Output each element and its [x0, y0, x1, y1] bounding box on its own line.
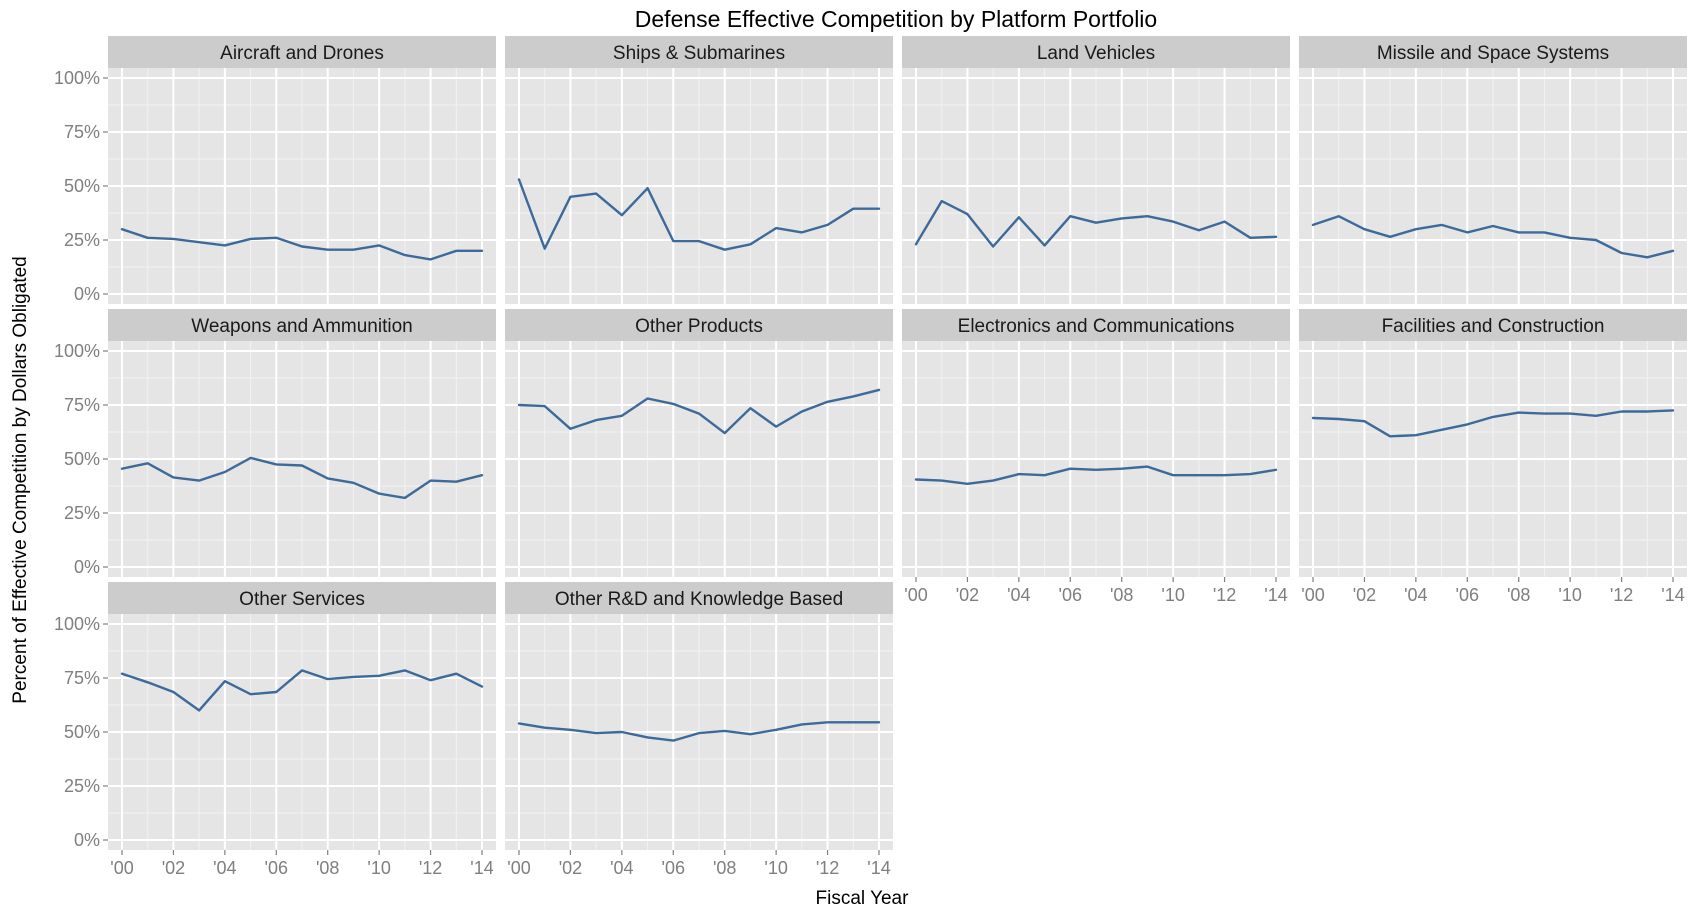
series-line [1311, 214, 1675, 259]
facet-panels: Aircraft and Drones 0% 25% 50% 75% 100% Ships … [54, 36, 1687, 878]
series-line [120, 456, 484, 500]
x-tick-label: '10 [1161, 585, 1184, 605]
facet-strip-label: Other Products [635, 316, 763, 337]
series-line [517, 721, 881, 742]
y-tick-label: 25% [64, 230, 100, 250]
x-tick-label: '02 [956, 585, 979, 605]
y-tick-label: 100% [54, 614, 100, 634]
x-tick-label: '14 [1661, 585, 1684, 605]
facet-strip [505, 309, 893, 341]
series-line [1311, 409, 1675, 438]
facet-strip-label: Electronics and Communications [958, 316, 1235, 337]
x-tick-label: '00 [904, 585, 927, 605]
x-tick-label: '04 [1404, 585, 1427, 605]
facet-strip [108, 582, 496, 614]
series-line [914, 199, 1278, 248]
facet-strip-label: Weapons and Ammunition [191, 316, 412, 337]
y-tick-label: 50% [64, 176, 100, 196]
x-tick-label: '14 [867, 858, 890, 878]
x-tick-label: '02 [162, 858, 185, 878]
facet-strip [505, 582, 893, 614]
facet-panel: Other Services 0% 25% 50% 75% 100% '00 '02 '04 '0… [54, 582, 496, 878]
x-tick-label: '00 [507, 858, 530, 878]
series-line [914, 465, 1278, 485]
x-tick-label: '12 [1610, 585, 1633, 605]
y-tick-label: 0% [74, 284, 100, 304]
facet-panel: Land Vehicles [902, 36, 1290, 304]
x-axis-title: Fiscal Year [816, 888, 910, 909]
y-tick-label: 0% [74, 557, 100, 577]
x-tick-label: '08 [713, 858, 736, 878]
x-tick-label: '04 [1007, 585, 1030, 605]
y-tick-label: 100% [54, 68, 100, 88]
facet-strip [505, 36, 893, 68]
facet-panel: Facilities and Construction '00 '02 '04 '06 '… [1299, 309, 1687, 605]
x-tick-label: '08 [1507, 585, 1530, 605]
x-tick-label: '02 [1353, 585, 1376, 605]
x-tick-label: '10 [367, 858, 390, 878]
facet-strip-label: Land Vehicles [1037, 43, 1155, 64]
y-tick-label: 0% [74, 830, 100, 850]
y-tick-label: 25% [64, 503, 100, 523]
x-tick-label: '00 [1301, 585, 1324, 605]
x-tick-label: '10 [1558, 585, 1581, 605]
series-line [517, 178, 881, 251]
y-tick-label: 100% [54, 341, 100, 361]
x-tick-label: '06 [265, 858, 288, 878]
y-tick-label: 50% [64, 449, 100, 469]
x-tick-label: '08 [316, 858, 339, 878]
x-tick-label: '02 [559, 858, 582, 878]
facet-strip-label: Aircraft and Drones [220, 43, 384, 64]
x-tick-label: '14 [1264, 585, 1287, 605]
facet-strip-label: Missile and Space Systems [1377, 43, 1609, 64]
facet-strip-label: Facilities and Construction [1382, 316, 1605, 337]
y-tick-label: 75% [64, 122, 100, 142]
x-tick-label: '14 [470, 858, 493, 878]
facet-panel: Aircraft and Drones 0% 25% 50% 75% 100% [54, 36, 496, 304]
facet-strip [108, 309, 496, 341]
x-tick-label: '00 [110, 858, 133, 878]
facet-panel: Ships & Submarines [505, 36, 893, 304]
y-axis-title: Percent of Effective Competition by Doll… [10, 256, 31, 703]
y-tick-label: 75% [64, 668, 100, 688]
x-tick-label: '12 [419, 858, 442, 878]
facet-strip-label: Other R&D and Knowledge Based [555, 589, 843, 610]
y-tick-label: 25% [64, 776, 100, 796]
series-line [120, 227, 484, 261]
facet-panel: Other R&D and Knowledge Based '00 '02 '04 '0… [505, 582, 893, 878]
series-line [120, 669, 484, 712]
y-tick-label: 50% [64, 722, 100, 742]
facet-panel: Weapons and Ammunition 0% 25% 50% 75% 100% [54, 309, 496, 577]
facet-strip [108, 36, 496, 68]
chart-title: Defense Effective Competition by Platfor… [635, 6, 1157, 32]
y-tick-label: 75% [64, 395, 100, 415]
facet-strip-label: Other Services [239, 589, 365, 610]
facet-strip [1299, 309, 1687, 341]
x-tick-label: '06 [1456, 585, 1479, 605]
x-tick-label: '12 [816, 858, 839, 878]
x-tick-label: '06 [1059, 585, 1082, 605]
x-tick-label: '04 [610, 858, 633, 878]
facet-strip [902, 309, 1290, 341]
facet-strip [1299, 36, 1687, 68]
facet-strip [902, 36, 1290, 68]
x-tick-label: '06 [662, 858, 685, 878]
series-line [517, 388, 881, 435]
facet-panel: Other Products [505, 309, 893, 577]
facet-panel: Missile and Space Systems [1299, 36, 1687, 304]
x-tick-label: '04 [213, 858, 236, 878]
facet-strip-label: Ships & Submarines [613, 43, 785, 64]
x-tick-label: '08 [1110, 585, 1133, 605]
x-tick-label: '10 [764, 858, 787, 878]
facet-panel: Electronics and Communications '00 '02 '04 '… [902, 309, 1290, 605]
x-tick-label: '12 [1213, 585, 1236, 605]
